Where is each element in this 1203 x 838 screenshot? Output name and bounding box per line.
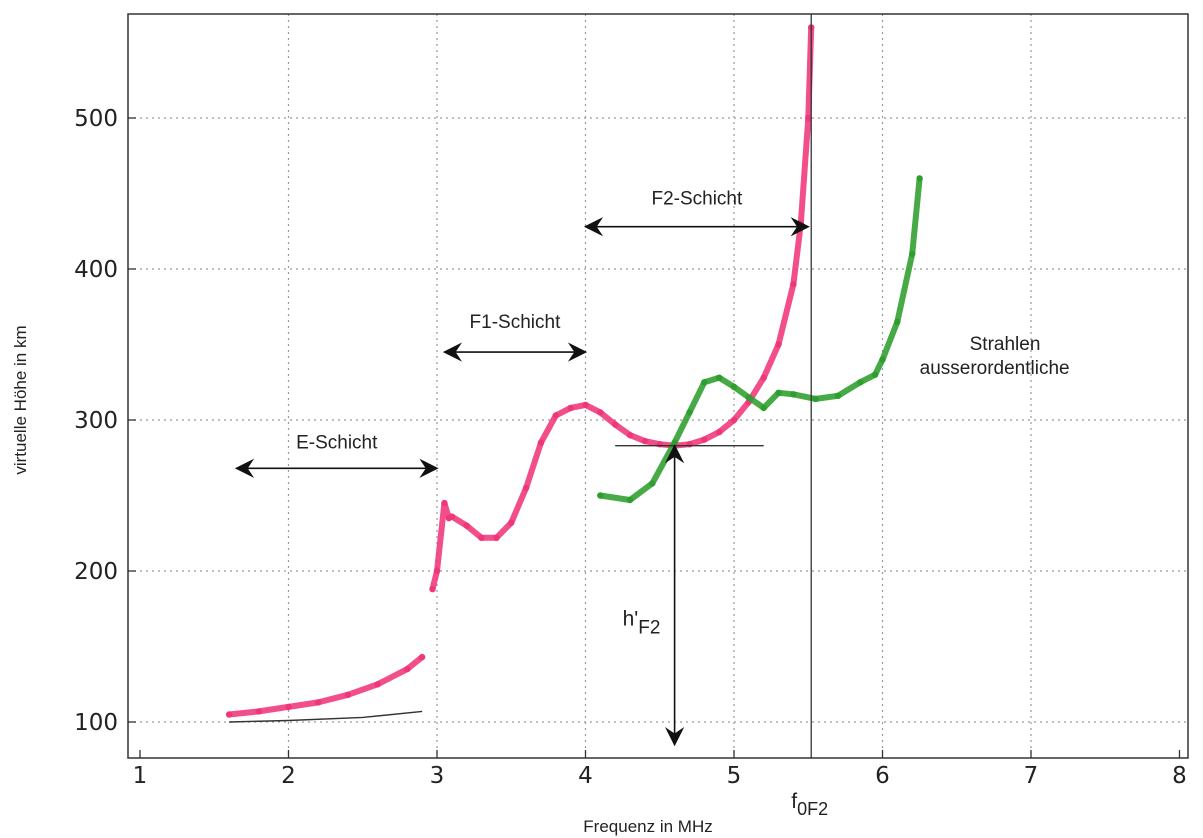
data-series	[225, 24, 923, 723]
x-axis-ticks: 1 2 3 4 5 6 7 8	[133, 750, 1187, 789]
x-tick-label-5: 6	[875, 763, 890, 789]
extraordinary-label-line1: ausserordentliche	[920, 358, 1070, 379]
x-axis-label: Frequenz in MHz	[583, 817, 712, 836]
point-ordinary-2-0	[448, 513, 456, 520]
y-tick-label-2: 300	[74, 408, 118, 434]
point-extraordinary-0-17	[894, 318, 901, 326]
y-tick-label-3: 400	[74, 257, 118, 283]
point-extraordinary-0-2	[649, 480, 656, 487]
y-tick-label-1: 200	[74, 559, 118, 585]
point-ordinary-2-11	[612, 421, 619, 428]
series-ordinary-trace-1	[429, 500, 452, 593]
e-layer-lower-trace	[229, 710, 423, 723]
point-ordinary-2-18	[716, 428, 723, 436]
point-extraordinary-0-9	[760, 404, 767, 412]
f0f2-label-main: f	[791, 790, 797, 813]
point-ordinary-2-17	[701, 436, 708, 443]
point-ordinary-2-1	[463, 522, 470, 529]
point-ordinary-2-21	[760, 374, 767, 381]
point-ordinary-2-6	[537, 439, 545, 446]
f2-layer-label: F2-Schicht	[651, 189, 743, 210]
point-ordinary-2-19	[730, 416, 738, 424]
point-ordinary-0-3	[315, 699, 322, 706]
point-ordinary-2-7	[552, 412, 559, 419]
x-tick-label-2: 3	[430, 763, 445, 789]
point-extraordinary-0-13	[834, 392, 842, 399]
point-ordinary-2-25	[805, 114, 812, 122]
point-extraordinary-0-18	[909, 250, 916, 258]
point-ordinary-1-2	[441, 499, 448, 507]
point-extraordinary-0-19	[916, 175, 923, 182]
point-ordinary-0-0	[225, 711, 233, 718]
point-ordinary-2-13	[641, 437, 649, 445]
point-extraordinary-0-7	[730, 383, 738, 390]
point-ordinary-2-3	[493, 534, 500, 541]
e-layer-label: E-Schicht	[296, 432, 378, 453]
extraordinary-label-line2: Strahlen	[970, 334, 1041, 355]
f0f2-label-subscript: 0F2	[797, 799, 828, 819]
point-ordinary-2-8	[567, 404, 574, 412]
point-ordinary-0-4	[344, 691, 352, 698]
y-tick-label-4: 500	[74, 106, 118, 132]
point-extraordinary-0-0	[597, 492, 604, 499]
reference-lines	[615, 14, 812, 758]
h-f2-label-subscript: F2	[638, 618, 660, 639]
point-ordinary-0-7	[418, 653, 426, 661]
point-extraordinary-0-14	[857, 379, 864, 386]
point-extraordinary-0-1	[626, 496, 634, 504]
point-ordinary-2-5	[522, 484, 530, 492]
point-extraordinary-0-6	[716, 374, 723, 381]
point-extraordinary-0-8	[745, 394, 752, 401]
point-ordinary-0-6	[404, 665, 411, 673]
x-tick-label-6: 7	[1024, 763, 1039, 789]
point-ordinary-2-22	[775, 341, 782, 348]
point-extraordinary-0-5	[701, 379, 708, 386]
point-ordinary-2-23	[790, 280, 797, 288]
series-ordinary-trace-2	[448, 24, 815, 541]
layer-arrows	[234, 217, 810, 747]
point-extraordinary-0-4	[686, 409, 693, 416]
point-ordinary-1-1	[433, 567, 441, 575]
x-tick-label-0: 1	[133, 763, 148, 789]
x-tick-label-1: 2	[281, 763, 296, 789]
point-ordinary-0-5	[374, 681, 381, 688]
y-axis-ticks: 100 200 300 400 500	[74, 106, 136, 736]
point-extraordinary-0-11	[790, 391, 797, 398]
point-ordinary-2-9	[582, 401, 589, 409]
point-extraordinary-0-15	[871, 371, 879, 378]
point-ordinary-2-12	[626, 431, 634, 439]
point-ordinary-2-4	[508, 519, 515, 526]
h-f2-label-main: h'	[623, 608, 639, 631]
y-tick-label-0: 100	[74, 710, 118, 736]
x-tick-label-4: 5	[727, 763, 742, 789]
f1-layer-label: F1-Schicht	[470, 312, 562, 333]
point-ordinary-2-14	[656, 441, 663, 448]
point-extraordinary-0-10	[775, 389, 782, 396]
x-tick-label-3: 4	[578, 763, 593, 789]
grid-lines	[128, 14, 1188, 758]
series-ordinary-trace-0	[226, 654, 426, 718]
plot-frame	[127, 13, 1189, 759]
point-ordinary-2-10	[597, 409, 604, 416]
point-extraordinary-0-3	[671, 439, 678, 446]
point-ordinary-0-2	[285, 703, 292, 711]
point-extraordinary-0-16	[879, 356, 886, 363]
point-ordinary-1-0	[429, 585, 436, 593]
x-tick-label-7: 8	[1172, 763, 1187, 789]
point-ordinary-0-1	[255, 708, 262, 715]
y-axis-label: virtuelle Höhe in km	[11, 325, 30, 474]
h-f2-label: h'F2	[623, 608, 661, 639]
point-ordinary-2-16	[686, 441, 693, 448]
point-ordinary-2-2	[478, 534, 485, 541]
f0f2-label: f0F2	[791, 790, 828, 819]
point-extraordinary-0-12	[812, 395, 819, 403]
